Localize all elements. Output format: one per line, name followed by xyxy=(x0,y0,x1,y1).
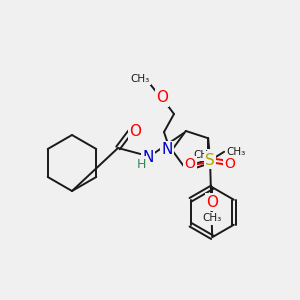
Text: O: O xyxy=(185,157,196,171)
Text: O: O xyxy=(156,91,168,106)
Text: N: N xyxy=(142,149,154,164)
Text: O: O xyxy=(129,124,141,139)
Text: N: N xyxy=(161,142,173,158)
Text: CH₃: CH₃ xyxy=(202,213,222,223)
Text: H: H xyxy=(136,158,146,170)
Text: O: O xyxy=(206,195,218,210)
Text: CH₃: CH₃ xyxy=(130,74,150,84)
Text: CH₃: CH₃ xyxy=(226,147,246,157)
Text: CH₃: CH₃ xyxy=(193,150,212,160)
Text: S: S xyxy=(205,153,215,168)
Text: O: O xyxy=(225,157,236,171)
